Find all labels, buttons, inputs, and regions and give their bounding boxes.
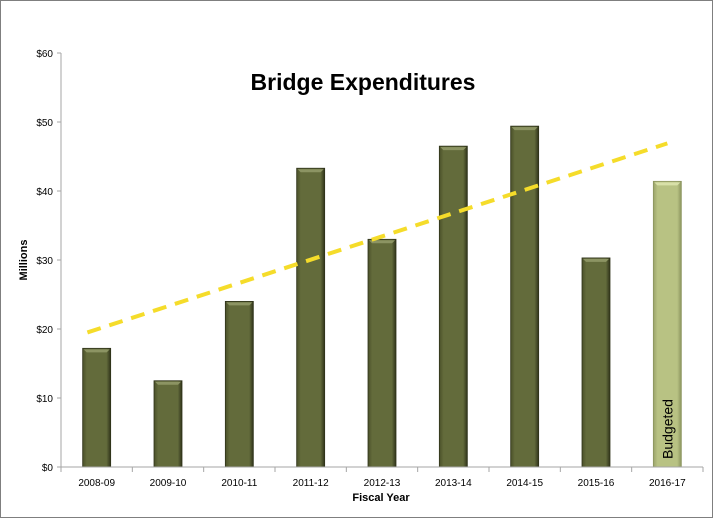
y-axis-label: Millions bbox=[18, 240, 30, 281]
bar bbox=[296, 167, 326, 468]
bar bbox=[153, 380, 183, 468]
x-tick-label: 2011-12 bbox=[293, 478, 329, 489]
y-tick-label: $20 bbox=[36, 325, 53, 336]
x-tick-label: 2016-17 bbox=[649, 478, 686, 489]
bar-bevel bbox=[440, 147, 467, 151]
bar-bevel bbox=[654, 182, 681, 186]
x-tick-label: 2010-11 bbox=[221, 478, 257, 489]
x-tick-label: 2014-15 bbox=[506, 478, 543, 489]
bar bbox=[224, 300, 254, 468]
bar bbox=[581, 257, 611, 468]
bar-bevel bbox=[511, 127, 538, 131]
bar-bevel bbox=[583, 258, 609, 262]
x-tick-label: 2009-10 bbox=[150, 478, 187, 489]
budgeted-annotation: Budgeted bbox=[659, 399, 675, 459]
bar-bevel bbox=[369, 240, 395, 244]
bar-bevel bbox=[83, 349, 110, 353]
x-axis-label: Fiscal Year bbox=[352, 492, 410, 504]
x-tick-label: 2008-09 bbox=[78, 478, 115, 489]
y-tick-label: $0 bbox=[42, 463, 54, 474]
x-tick-label: 2013-14 bbox=[435, 478, 472, 489]
y-tick-label: $50 bbox=[36, 118, 53, 129]
x-tick-label: 2015-16 bbox=[578, 478, 615, 489]
bar-bevel bbox=[297, 169, 324, 173]
bar-bevel bbox=[226, 302, 253, 306]
y-tick-label: $10 bbox=[36, 394, 53, 405]
y-tick-label: $40 bbox=[36, 187, 53, 198]
bar bbox=[82, 347, 112, 468]
bar bbox=[367, 238, 397, 468]
y-tick-label: $60 bbox=[36, 49, 53, 60]
bar bbox=[438, 145, 468, 468]
bar bbox=[510, 125, 540, 468]
bar-bevel bbox=[155, 381, 181, 385]
chart-title: Bridge Expenditures bbox=[251, 69, 476, 95]
x-tick-label: 2012-13 bbox=[364, 478, 401, 489]
trendline bbox=[86, 141, 668, 335]
y-tick-label: $30 bbox=[36, 256, 53, 267]
